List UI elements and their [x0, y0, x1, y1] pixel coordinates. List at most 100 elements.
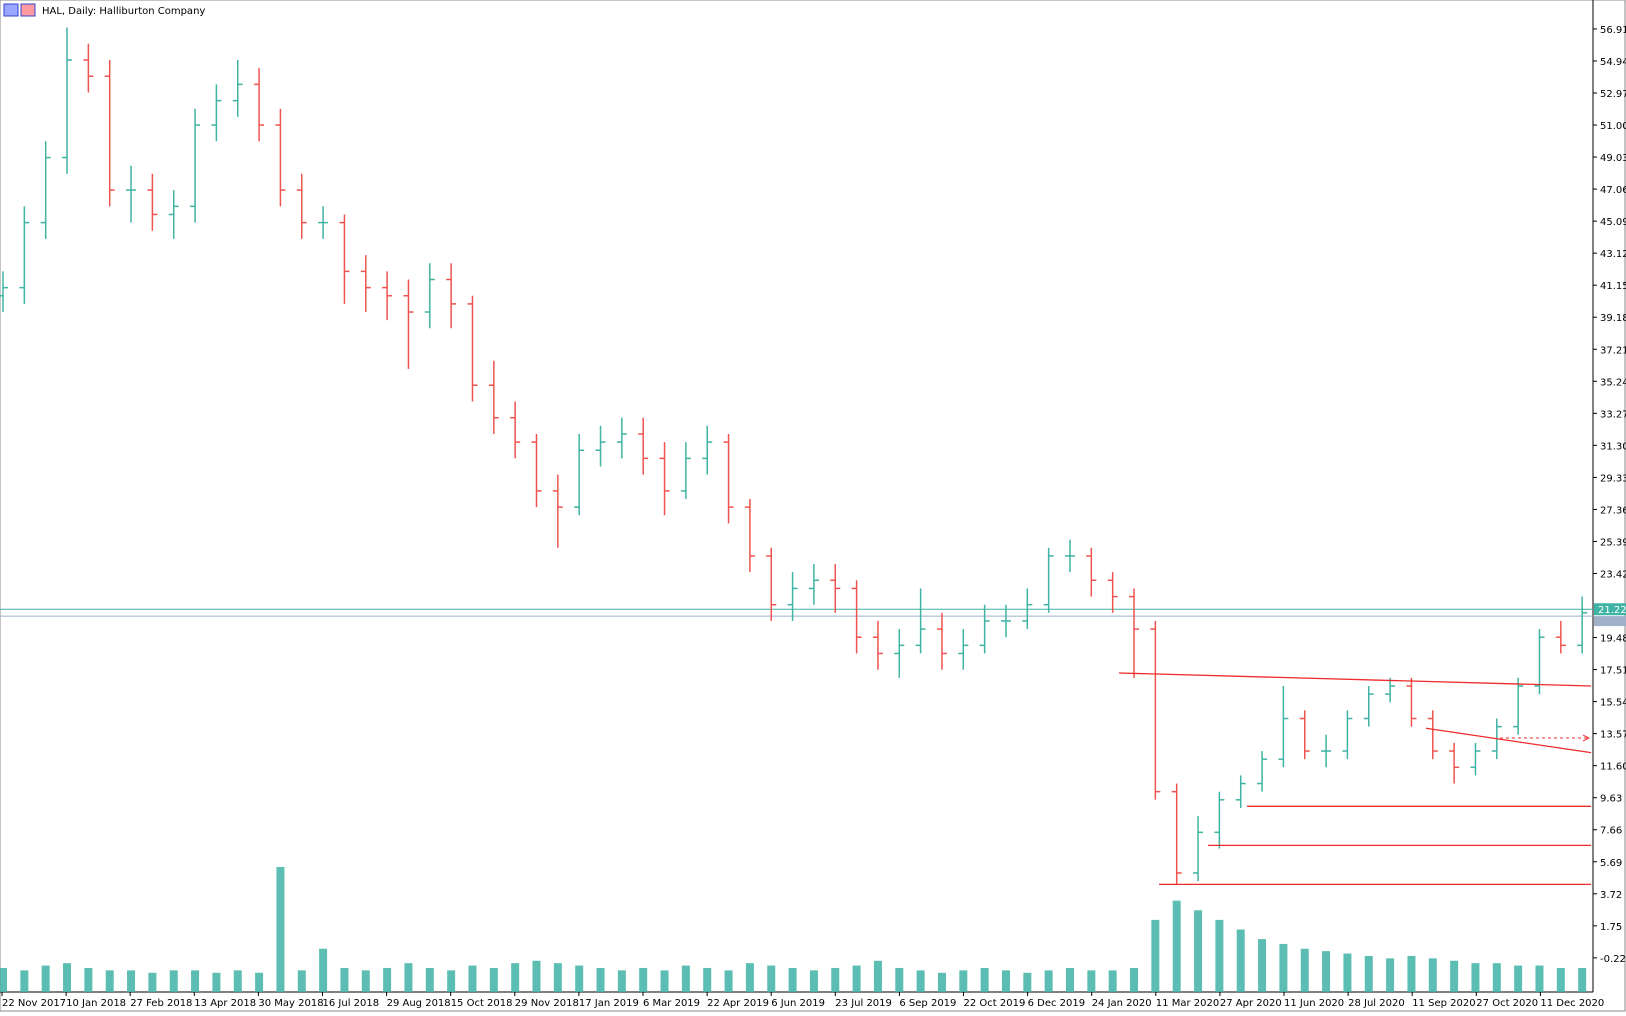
alert-arrow	[1582, 734, 1591, 742]
volume-bar	[1151, 919, 1160, 992]
volume-bar	[1514, 965, 1523, 992]
volume-bar	[937, 972, 946, 992]
volume-bar	[1407, 955, 1416, 992]
volume-bar	[191, 970, 200, 992]
icon[interactable]	[20, 3, 36, 17]
volume-bar	[1428, 958, 1437, 992]
volume-bar	[660, 970, 669, 992]
volume-bar	[852, 965, 861, 992]
x-tick-label: 11 Sep 2020	[1412, 998, 1475, 1009]
y-tick-label: 3.72	[1600, 890, 1622, 901]
volume-bar	[468, 965, 477, 992]
volume-bar	[404, 963, 413, 992]
y-tick-label: 13.57	[1600, 730, 1626, 741]
x-tick-label: 10 Jan 2018	[66, 998, 126, 1009]
volume-bar	[1087, 970, 1096, 992]
x-tick-label: 23 Jul 2019	[835, 998, 892, 1009]
volume-bar	[148, 972, 157, 992]
y-tick-label: 52.97	[1600, 89, 1626, 100]
volume-bar	[1023, 972, 1032, 992]
x-tick-label: 24 Jan 2020	[1092, 998, 1152, 1009]
x-tick-label: 16 Jul 2018	[323, 998, 380, 1009]
volume-bar	[20, 970, 29, 992]
x-tick-label: 11 Jun 2020	[1284, 998, 1344, 1009]
volume-bar	[1322, 951, 1331, 992]
volume-bar	[1300, 948, 1309, 992]
volume-bar	[575, 965, 584, 992]
x-tick-label: 22 Nov 2017	[2, 998, 66, 1009]
y-tick-label: 35.24	[1600, 377, 1626, 388]
volume-bar	[617, 970, 626, 992]
volume-bar	[596, 967, 605, 992]
y-tick-label: 49.03	[1600, 153, 1626, 164]
last-price-label: 21.22	[1598, 605, 1626, 616]
y-tick-label: 17.51	[1600, 666, 1626, 677]
volume-bar	[724, 970, 733, 992]
volume-bar	[681, 965, 690, 992]
volume-bar	[361, 970, 370, 992]
x-tick-label: 6 Jun 2019	[771, 998, 825, 1009]
y-tick-label: 47.06	[1600, 185, 1626, 196]
volume-bar	[1578, 967, 1587, 992]
y-tick-label: 1.75	[1600, 922, 1622, 933]
y-tick-label: 56.91	[1600, 25, 1626, 36]
trend-line	[1118, 672, 1592, 687]
x-tick-label: 6 Mar 2019	[643, 998, 700, 1009]
x-tick-label: 17 Jan 2019	[579, 998, 639, 1009]
icon[interactable]	[3, 3, 19, 17]
volume-bar	[84, 967, 93, 992]
x-tick-label: 30 May 2018	[258, 998, 323, 1009]
volume-bar	[41, 965, 50, 992]
volume-bar	[0, 967, 7, 992]
y-tick-label: 51.00	[1600, 121, 1626, 132]
x-tick-label: 11 Mar 2020	[1156, 998, 1219, 1009]
chart-title: HAL, Daily: Halliburton Company	[42, 6, 205, 17]
volume-bar	[873, 960, 882, 992]
y-tick-label: 9.63	[1600, 794, 1622, 805]
volume-bar	[1471, 963, 1480, 992]
y-tick-label: 41.15	[1600, 281, 1626, 292]
y-tick-label: 15.54	[1600, 698, 1626, 709]
y-tick-label: 19.48	[1600, 634, 1626, 645]
y-tick-label: -0.22	[1600, 954, 1626, 965]
y-tick-label: 29.33	[1600, 473, 1626, 484]
y-tick-label: 5.69	[1600, 858, 1622, 869]
x-tick-label: 27 Oct 2020	[1476, 998, 1538, 1009]
volume-bar	[1279, 943, 1288, 992]
y-tick-label: 43.12	[1600, 249, 1626, 260]
volume-bar	[63, 963, 72, 992]
volume-bar	[703, 967, 712, 992]
y-tick-label: 25.39	[1600, 537, 1626, 548]
volume-bar	[1343, 953, 1352, 992]
volume-bar	[425, 967, 434, 992]
y-tick-label: 11.60	[1600, 762, 1626, 773]
volume-bar	[1450, 960, 1459, 992]
volume-bar	[276, 867, 285, 992]
x-tick-label: 29 Nov 2018	[515, 998, 579, 1009]
volume-bar	[1066, 967, 1074, 992]
volume-bar	[489, 967, 498, 992]
volume-bar	[532, 960, 541, 992]
y-tick-label: 39.18	[1600, 313, 1626, 324]
volume-bar	[1172, 900, 1181, 992]
volume-bar	[319, 948, 328, 992]
x-tick-label: 29 Aug 2018	[387, 998, 451, 1009]
volume-bar	[297, 970, 306, 992]
volume-bar	[1001, 970, 1010, 992]
volume-bar	[1556, 967, 1565, 992]
y-tick-label: 54.94	[1600, 57, 1626, 68]
volume-bar	[1108, 970, 1117, 992]
ask-label-box	[1594, 616, 1626, 627]
volume-bar	[1194, 910, 1203, 992]
volume-bar	[1236, 929, 1245, 992]
volume-bar	[383, 967, 392, 992]
volume-bar	[1215, 919, 1224, 992]
volume-bar	[1044, 970, 1053, 992]
x-tick-label: 22 Apr 2019	[707, 998, 769, 1009]
volume-bar	[212, 972, 221, 992]
volume-bar	[809, 970, 818, 992]
x-tick-label: 22 Oct 2019	[964, 998, 1026, 1009]
y-tick-label: 7.66	[1600, 826, 1622, 837]
volume-bar	[447, 970, 456, 992]
